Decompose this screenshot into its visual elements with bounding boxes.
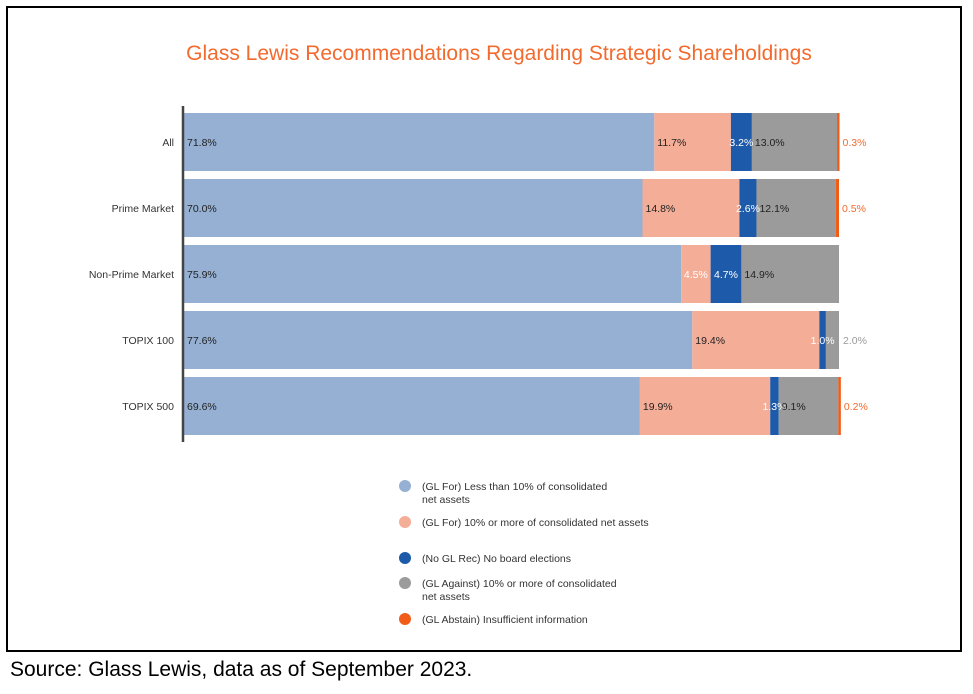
bar-segment-for-ge10-topix-500 xyxy=(639,377,771,435)
data-label-no-rec-non-prime-market: 4.7% xyxy=(714,269,738,281)
bar-segment-no-rec-topix-100 xyxy=(819,311,826,369)
bar-segment-for-lt10-prime-market xyxy=(184,179,643,237)
data-label-abstain-topix-500: 0.2% xyxy=(844,401,868,413)
category-label-topix-500: TOPIX 500 xyxy=(122,401,174,413)
data-label-for-lt10-prime-market: 70.0% xyxy=(187,203,217,215)
data-label-no-rec-topix-100: 1.0% xyxy=(811,335,835,347)
bar-segment-no-rec-all xyxy=(730,113,752,171)
bar-segment-no-rec-topix-500 xyxy=(770,377,779,435)
data-label-no-rec-all: 3.2% xyxy=(729,137,753,149)
chart-frame: Glass Lewis Recommendations Regarding St… xyxy=(6,6,962,652)
legend-label-no-rec: (No GL Rec) No board elections xyxy=(422,553,571,565)
legend-marker-abstain xyxy=(399,613,411,625)
data-label-against-all: 13.0% xyxy=(755,137,785,149)
bar-segment-for-lt10-non-prime-market xyxy=(184,245,682,303)
category-label-all: All xyxy=(162,137,174,149)
bar-segment-no-rec-non-prime-market xyxy=(710,245,742,303)
data-label-abstain-all: 0.3% xyxy=(843,137,867,149)
chart-title: Glass Lewis Recommendations Regarding St… xyxy=(186,42,812,65)
data-label-against-topix-500: 9.1% xyxy=(782,401,806,413)
bar-segment-abstain-prime-market xyxy=(835,179,839,237)
bar-segment-for-ge10-all xyxy=(654,113,731,171)
bar-segment-for-lt10-topix-500 xyxy=(184,377,640,435)
data-label-for-lt10-non-prime-market: 75.9% xyxy=(187,269,217,281)
data-label-for-ge10-topix-500: 19.9% xyxy=(643,401,673,413)
data-label-against-prime-market: 12.1% xyxy=(759,203,789,215)
bar-segment-for-ge10-topix-100 xyxy=(692,311,820,369)
bar-segment-for-ge10-prime-market xyxy=(642,179,740,237)
bar-segment-for-lt10-topix-100 xyxy=(184,311,693,369)
legend-marker-for-lt10 xyxy=(399,480,411,492)
bar-segment-against-non-prime-market xyxy=(741,245,839,303)
data-label-abstain-prime-market: 0.5% xyxy=(842,203,866,215)
bar-segment-against-topix-500 xyxy=(778,377,839,435)
data-label-against-non-prime-market: 14.9% xyxy=(744,269,774,281)
data-label-for-lt10-all: 71.8% xyxy=(187,137,217,149)
data-label-no-rec-topix-500: 1.3% xyxy=(763,401,787,413)
legend-label-abstain: (GL Abstain) Insufficient information xyxy=(422,614,588,626)
bar-segment-abstain-all xyxy=(837,113,840,171)
data-label-for-ge10-topix-100: 19.4% xyxy=(695,335,725,347)
data-label-against-topix-100: 2.0% xyxy=(843,335,867,347)
data-label-for-ge10-prime-market: 14.8% xyxy=(646,203,676,215)
bar-segment-against-all xyxy=(751,113,838,171)
bar-segment-against-prime-market xyxy=(756,179,836,237)
legend-marker-no-rec xyxy=(399,552,411,564)
data-label-for-ge10-all: 11.7% xyxy=(657,137,686,149)
legend: (GL For) Less than 10% of consolidated ne… xyxy=(399,480,649,626)
category-label-prime-market: Prime Market xyxy=(112,203,175,215)
data-label-for-lt10-topix-100: 77.6% xyxy=(187,335,217,347)
legend-label-for-ge10: (GL For) 10% or more of consolidated net… xyxy=(422,517,649,529)
data-label-no-rec-prime-market: 2.6% xyxy=(736,203,760,215)
bar-segment-for-lt10-all xyxy=(184,113,655,171)
category-label-topix-100: TOPIX 100 xyxy=(122,335,174,347)
bar-segment-abstain-topix-500 xyxy=(838,377,841,435)
bars-layer: All 71.8% 11.7% 3.2% 13.0% 0.3% Prime Market 70… xyxy=(89,113,868,435)
legend-label-for-lt10: (GL For) Less than 10% of consolidated ne… xyxy=(422,481,607,506)
bar-segment-no-rec-prime-market xyxy=(739,179,757,237)
bar-segment-for-ge10-non-prime-market xyxy=(681,245,711,303)
source-note: Source: Glass Lewis, data as of Septembe… xyxy=(10,658,473,681)
legend-marker-against xyxy=(399,577,411,589)
data-label-for-lt10-topix-500: 69.6% xyxy=(187,401,217,413)
data-label-for-ge10-non-prime-market: 4.5% xyxy=(684,269,708,281)
legend-marker-for-ge10 xyxy=(399,516,411,528)
legend-label-against: (GL Against) 10% or more of consolidated… xyxy=(422,578,617,603)
chart-svg: Glass Lewis Recommendations Regarding St… xyxy=(89,42,868,626)
category-label-non-prime-market: Non-Prime Market xyxy=(89,269,174,281)
bar-segment-against-topix-100 xyxy=(825,311,839,369)
